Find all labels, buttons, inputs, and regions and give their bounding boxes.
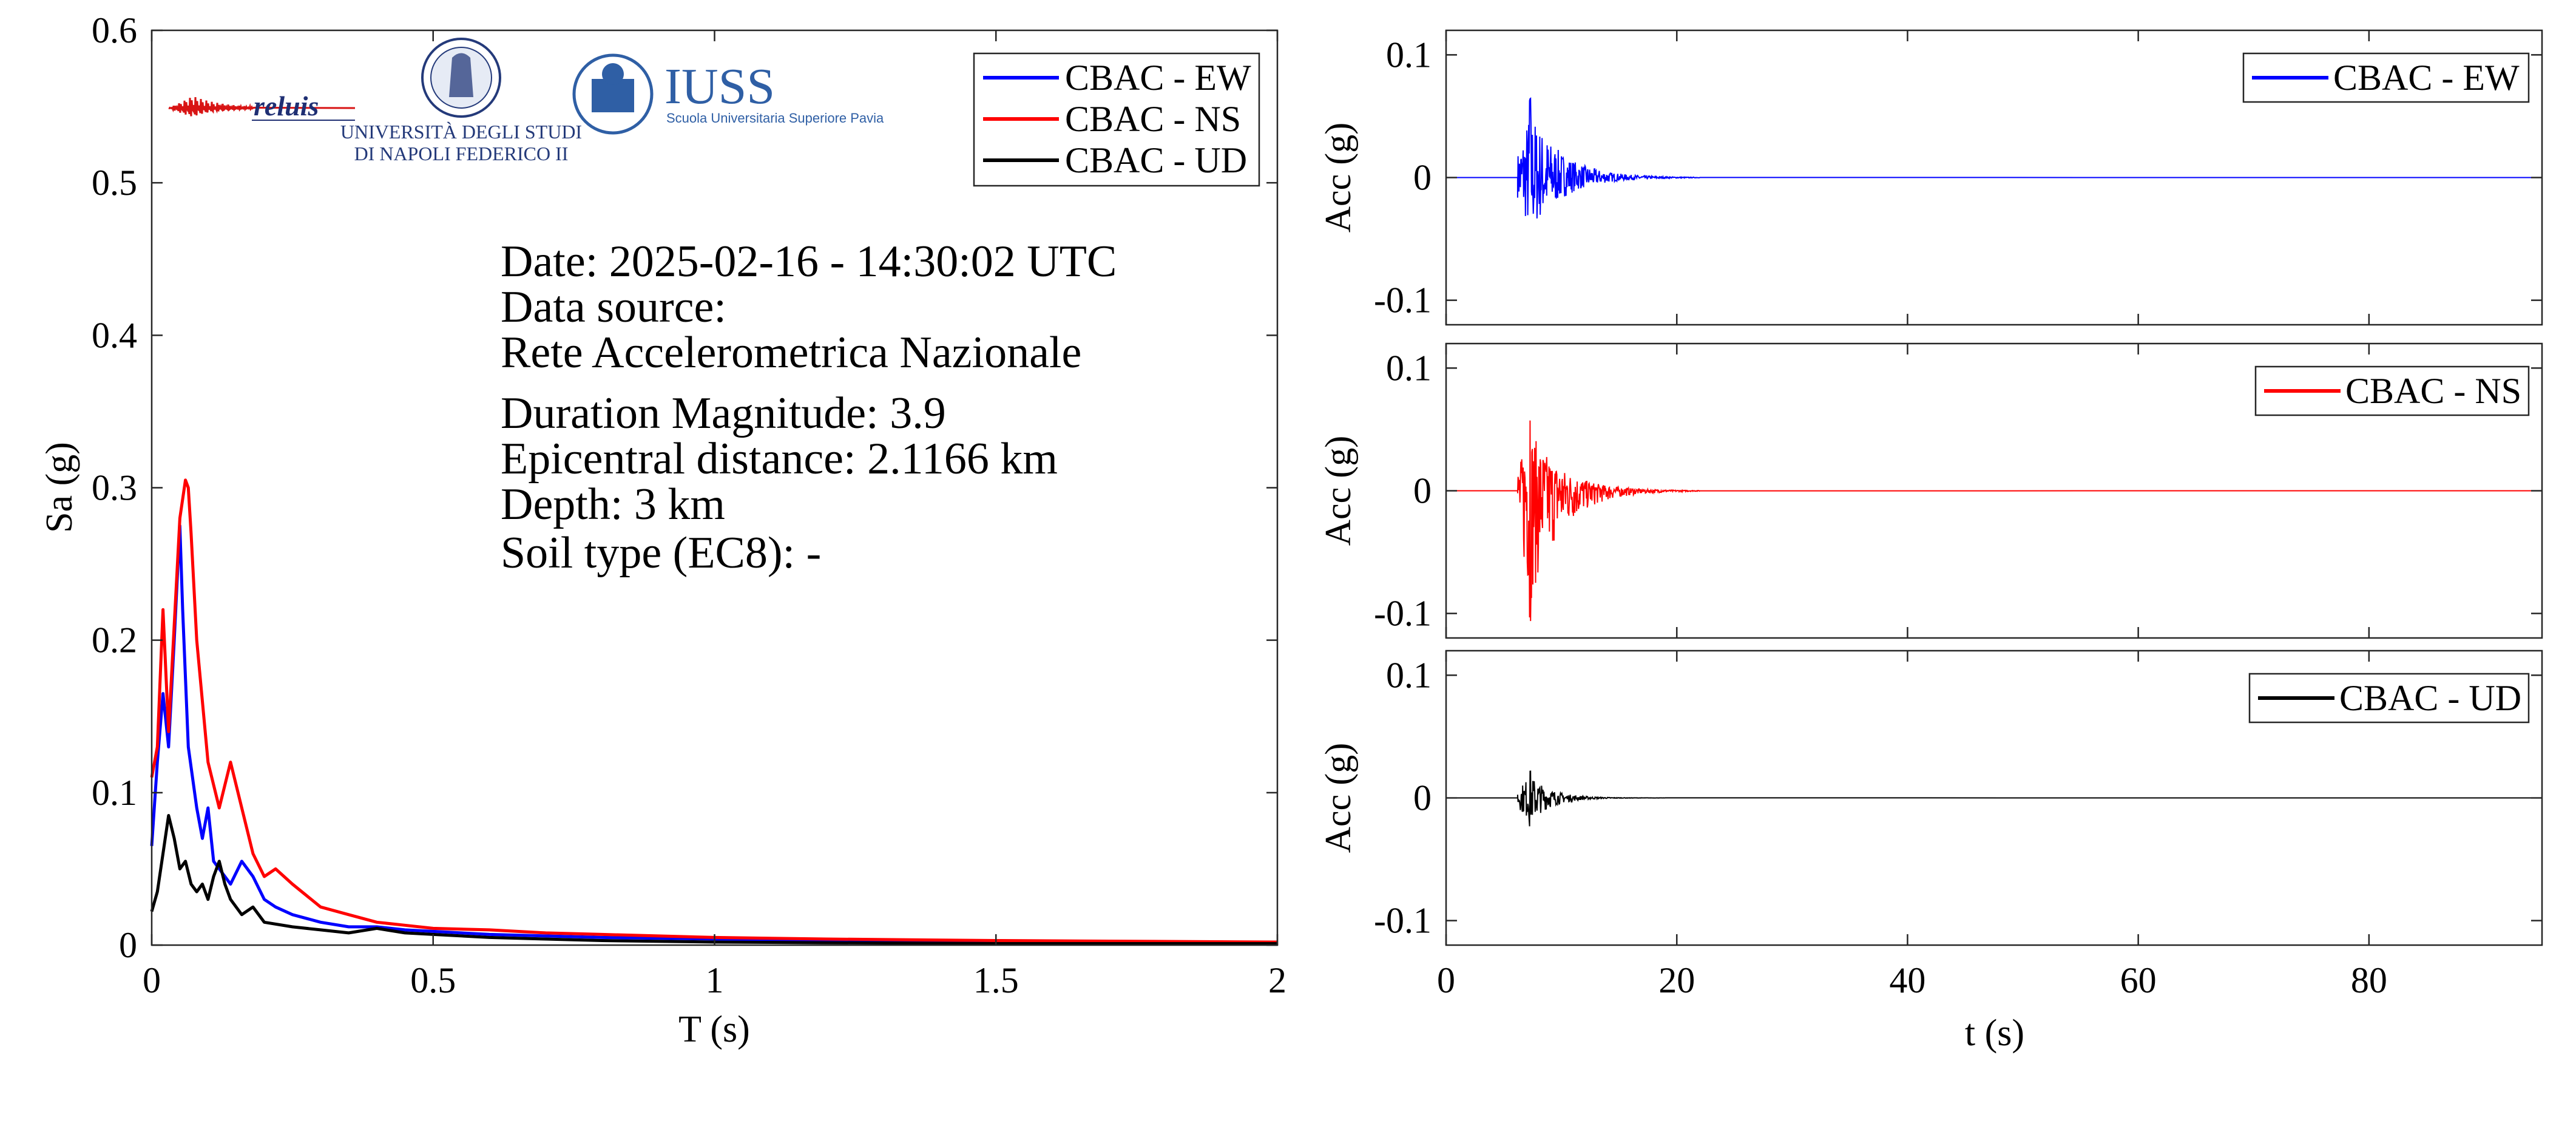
acc-ytick-label: 0 (1413, 158, 1432, 198)
event-distance: Epicentral distance: 2.1166 km (501, 434, 1058, 484)
acc-ylabel-ns: Acc (g) (1318, 436, 1358, 546)
spectrum-series-line-ud (150, 814, 1277, 945)
spectrum-xtick-label: 2 (1268, 960, 1286, 1000)
acc-legend-box-ns (2254, 365, 2530, 416)
event-magnitude: Duration Magnitude: 3.9 (501, 388, 946, 438)
acc-xlabel: t (s) (1965, 1012, 2024, 1054)
spectrum-ytick-label: 0.4 (92, 315, 137, 355)
acc-xtick-label: 80 (2351, 960, 2387, 1000)
acc-legend-label-ud: CBAC - UD (2339, 678, 2521, 718)
spectrum-ticks: 0 0.5 1 1.5 2 0 0.1 0.2 0.3 0.4 0.5 0.6 (92, 10, 1286, 1000)
spectrum-xtick-label: 1.5 (973, 960, 1019, 1000)
legend-label-ud: CBAC - UD (1065, 140, 1247, 180)
spectrum-series-lines (150, 478, 1278, 945)
spectrum-ytick-label: 0 (119, 925, 137, 965)
acc-ytick-label: 0 (1413, 471, 1432, 511)
spectrum-ytick-label: 0.5 (92, 163, 137, 203)
unina-logo-line1: UNIVERSITÀ DEGLI STUDI (340, 121, 582, 143)
legend-label-ew: CBAC - EW (1065, 58, 1251, 98)
acc-ytick-label: -0.1 (1374, 901, 1432, 941)
event-source-label: Data source: (501, 282, 726, 332)
reluis-seismogram-mark (168, 97, 356, 117)
spectrum-xtick-label: 0.5 (410, 960, 456, 1000)
acc-series-line-ud (1446, 770, 2543, 827)
acc-ytick-label: 0 (1413, 778, 1432, 818)
spectrum-ytick-label: 0.6 (92, 10, 137, 50)
acc-xtick-label: 40 (1889, 960, 1925, 1000)
acc-legend-label-ew: CBAC - EW (2333, 58, 2520, 98)
acc-xtick-label: 20 (1658, 960, 1695, 1000)
unina-seal-figure (449, 53, 473, 97)
acc-ytick-label: 0.1 (1386, 655, 1432, 695)
acc-series-line-ew (1446, 97, 2543, 219)
acc-ylabel-ud: Acc (g) (1318, 743, 1358, 853)
acc-series-line-ns (1446, 420, 2543, 622)
acc-ylabel-ew: Acc (g) (1318, 123, 1358, 233)
event-soil-type: Soil type (EC8): - (501, 528, 821, 578)
iuss-logo: IUSS Scuola Universitaria Superiore Pavi… (572, 53, 884, 135)
iuss-logo-name: IUSS (664, 58, 775, 115)
acc-legend-label-ns: CBAC - NS (2345, 371, 2521, 411)
event-info: Date: 2025-02-16 - 14:30:02 UTC Data sou… (501, 237, 1117, 578)
spectrum-xlabel: T (s) (678, 1009, 750, 1050)
reluis-logo-text: reluis (254, 90, 319, 121)
acc-ytick-label: -0.1 (1374, 594, 1432, 634)
spectrum-xtick-label: 0 (143, 960, 161, 1000)
iuss-seal-dome (602, 63, 624, 85)
acc-chart-ew: 0.1 0 -0.1 Acc (g) CBAC - EW (1318, 29, 2543, 326)
acc-ytick-label: 0.1 (1386, 35, 1432, 75)
legend-label-ns: CBAC - NS (1065, 99, 1241, 139)
acc-chart-ns: 0.1 0 -0.1 Acc (g) CBAC - NS (1318, 342, 2543, 639)
spectrum-ylabel: Sa (g) (39, 442, 80, 533)
iuss-logo-subtitle: Scuola Universitaria Superiore Pavia (666, 110, 884, 126)
spectrum-ytick-label: 0.2 (92, 620, 137, 660)
spectrum-ytick-label: 0.3 (92, 468, 137, 508)
event-depth: Depth: 3 km (501, 480, 725, 529)
spectrum-series-line-ew (150, 524, 1278, 945)
spectrum-xtick-label: 1 (706, 960, 724, 1000)
unina-logo: UNIVERSITÀ DEGLI STUDI DI NAPOLI FEDERIC… (340, 38, 582, 164)
spectrum-ytick-label: 0.1 (92, 773, 137, 813)
acc-xtick-label: 60 (2120, 960, 2157, 1000)
acc-ytick-label: 0.1 (1386, 348, 1432, 388)
spectrum-legend: CBAC - EW CBAC - NS CBAC - UD (973, 52, 1260, 187)
event-source-value: Rete Accelerometrica Nazionale (501, 328, 1081, 378)
event-date: Date: 2025-02-16 - 14:30:02 UTC (501, 237, 1117, 287)
unina-logo-line2: DI NAPOLI FEDERICO II (354, 143, 569, 164)
acc-ytick-label: -0.1 (1374, 280, 1432, 321)
spectrum-series-line-ns (150, 478, 1278, 944)
spectrum-chart: 0 0.5 1 1.5 2 0 0.1 0.2 0.3 0.4 0.5 0.6 T (s) Sa (g… (39, 10, 1286, 1050)
reluis-logo: reluis (168, 90, 356, 121)
acc-xtick-label: 0 (1437, 960, 1455, 1000)
